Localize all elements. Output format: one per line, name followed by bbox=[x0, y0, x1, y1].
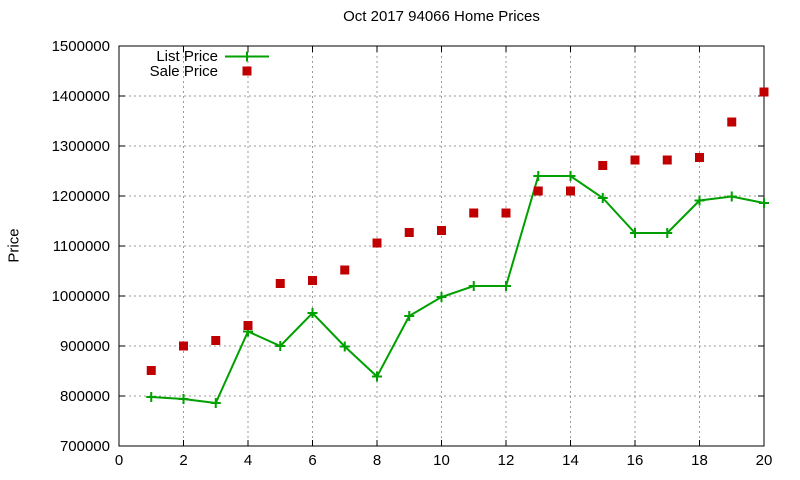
chart-title: Oct 2017 94066 Home Prices bbox=[343, 8, 540, 25]
y-tick-label: 800000 bbox=[60, 388, 110, 405]
y-tick-label: 1100000 bbox=[53, 238, 110, 255]
x-tick-label: 20 bbox=[756, 452, 773, 469]
y-tick-label: 1000000 bbox=[52, 288, 110, 305]
legend-label-list-price: List Price bbox=[156, 48, 218, 65]
y-tick-label: 1300000 bbox=[52, 138, 110, 155]
y-tick-label: 1500000 bbox=[52, 38, 110, 55]
x-tick-label: 18 bbox=[691, 452, 708, 469]
x-tick-label: 4 bbox=[244, 452, 252, 469]
x-tick-label: 12 bbox=[498, 452, 515, 469]
y-tick-label: 1200000 bbox=[52, 188, 110, 205]
x-tick-label: 2 bbox=[179, 452, 187, 469]
x-tick-label: 10 bbox=[433, 452, 450, 469]
y-axis-labels: 700000 800000 900000 1000000 1100000 1200000 1… bbox=[52, 38, 110, 455]
legend-label-sale-price: Sale Price bbox=[150, 63, 218, 80]
x-tick-label: 0 bbox=[115, 452, 123, 469]
y-tick-label: 900000 bbox=[60, 338, 110, 355]
x-tick-label: 8 bbox=[373, 452, 381, 469]
x-tick-label: 6 bbox=[308, 452, 316, 469]
x-tick-label: 14 bbox=[562, 452, 579, 469]
y-tick-label: 1400000 bbox=[52, 88, 110, 105]
series-sale-price bbox=[146, 87, 769, 375]
series-list-price bbox=[146, 171, 769, 408]
plot-frame bbox=[118, 45, 765, 447]
x-axis-labels: 0 2 4 6 8 10 12 14 16 18 20 bbox=[115, 452, 773, 469]
grid-lines bbox=[119, 46, 764, 446]
y-tick-label: 700000 bbox=[60, 438, 110, 455]
x-tick-label: 16 bbox=[627, 452, 644, 469]
